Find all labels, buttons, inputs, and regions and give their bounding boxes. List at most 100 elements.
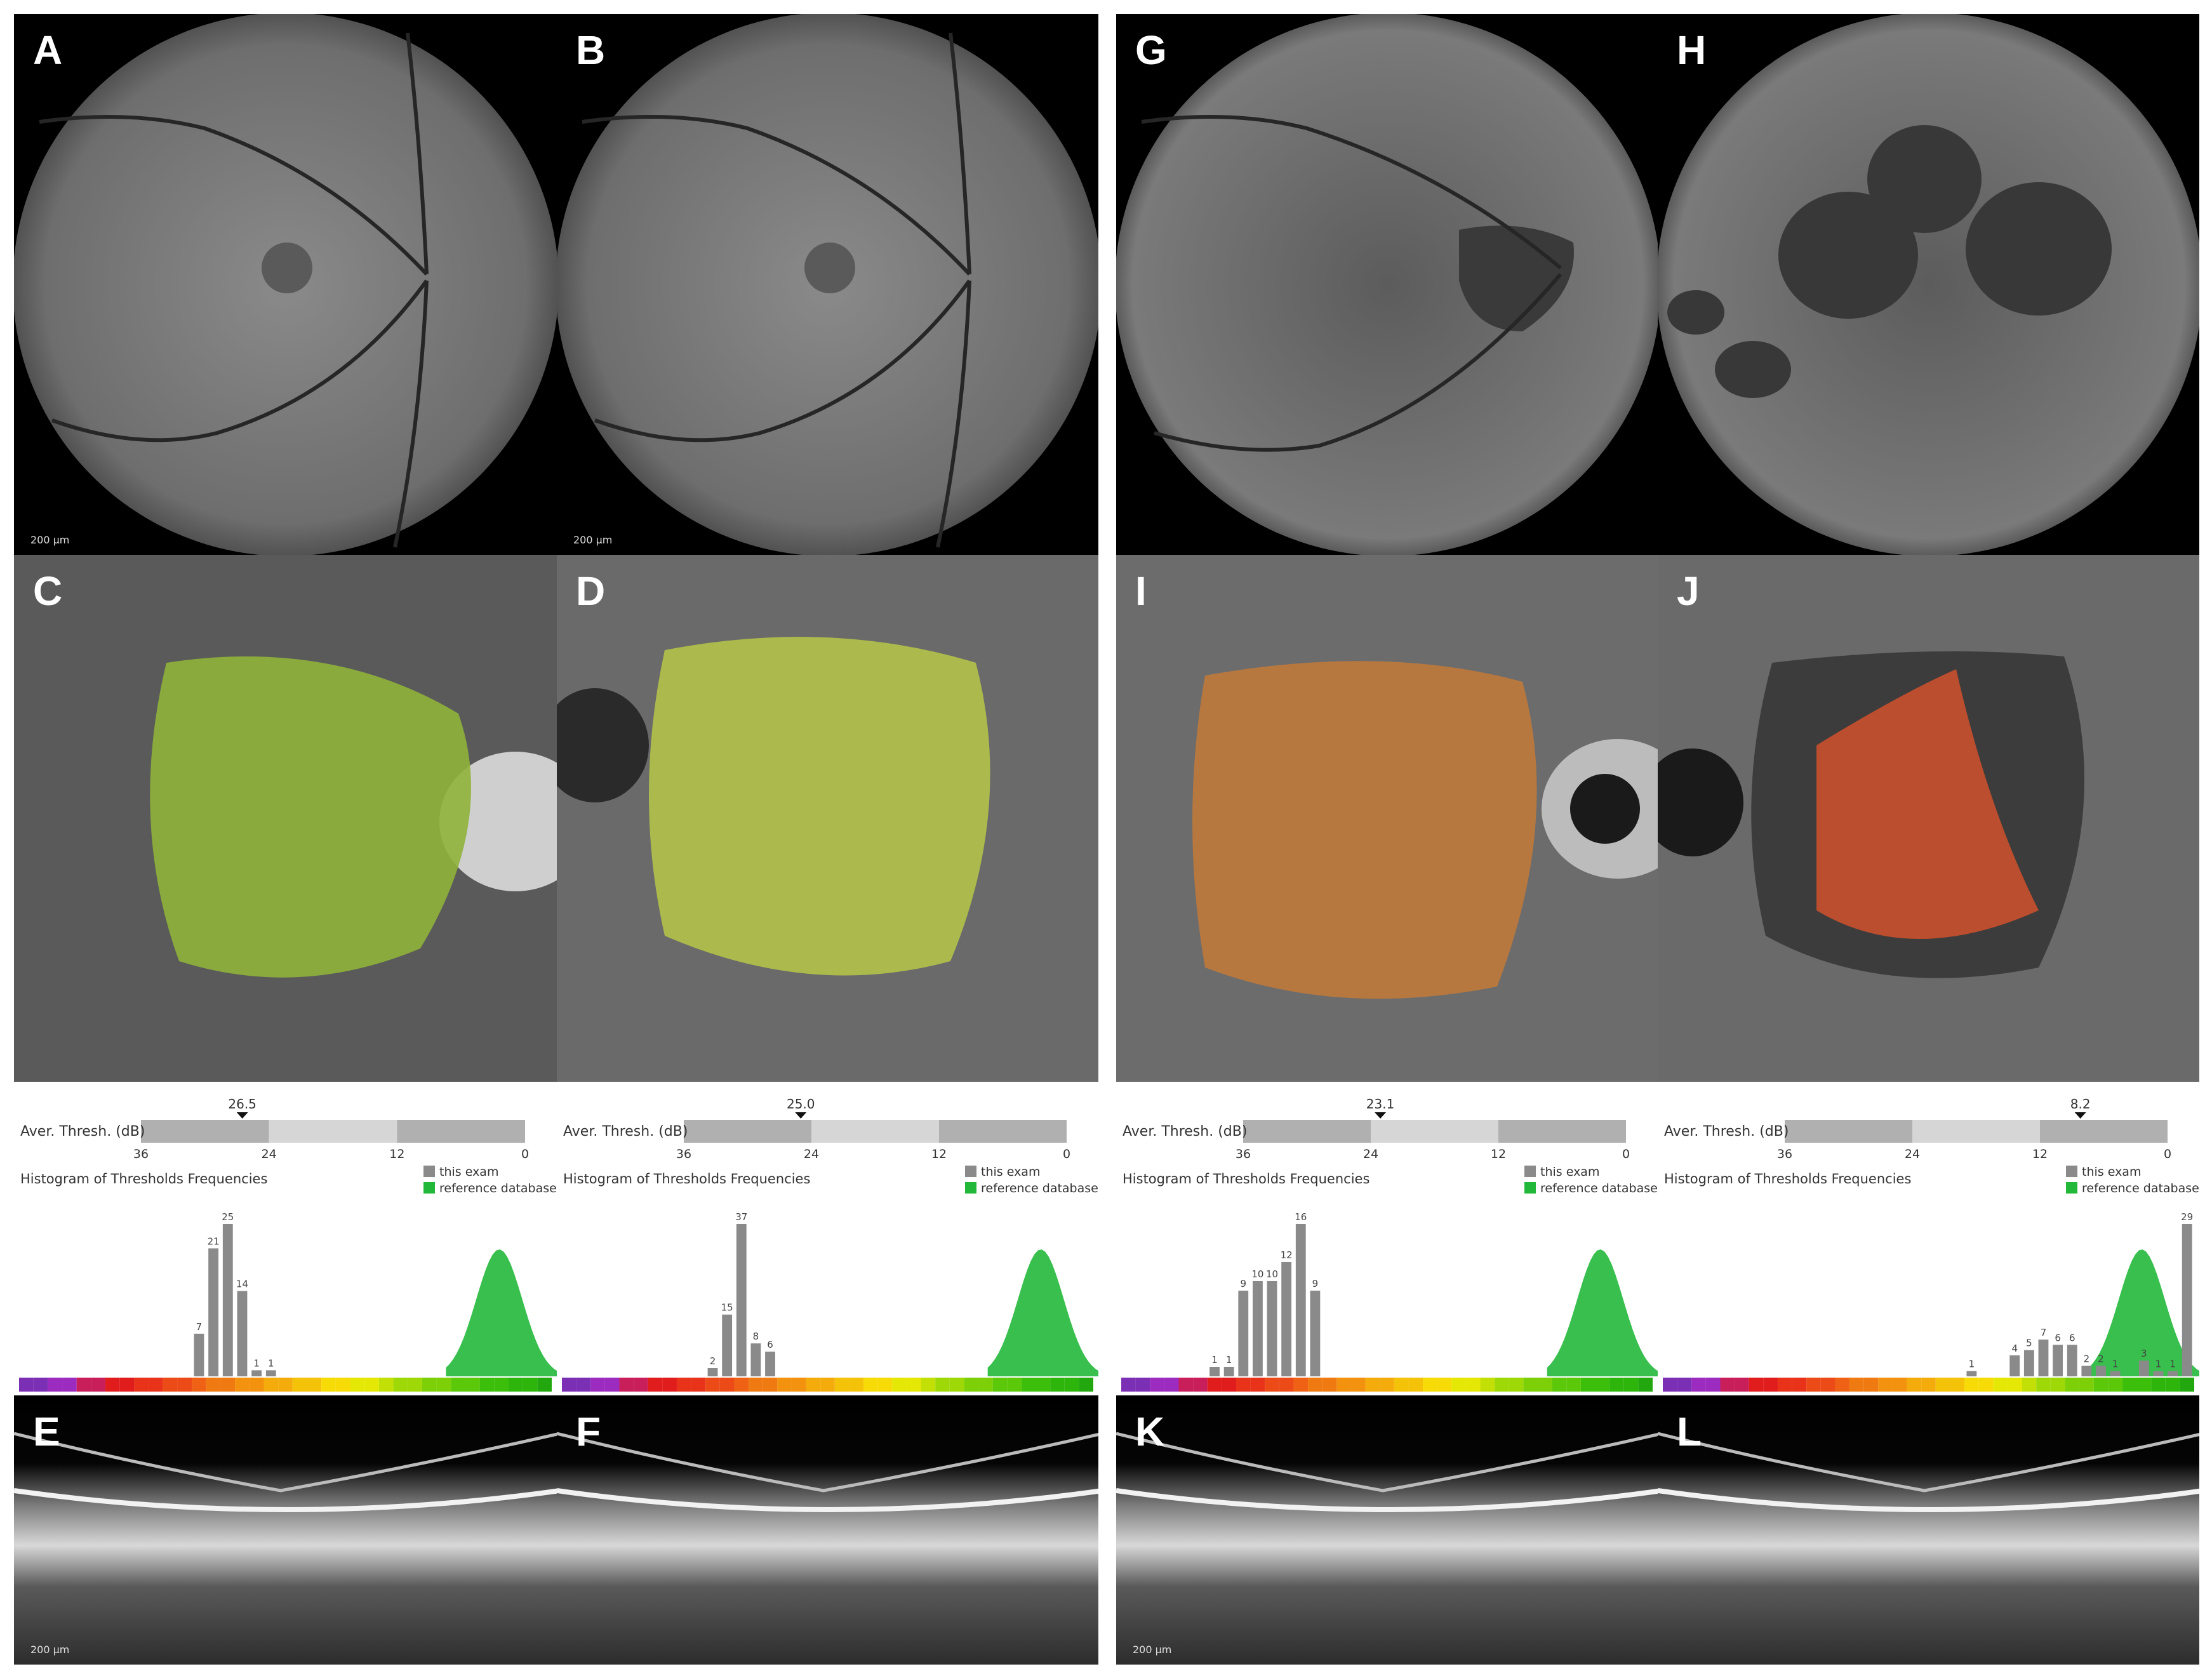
color-scale-cell	[921, 1378, 936, 1392]
color-scale-cell	[1437, 1378, 1452, 1392]
color-scale-cell	[119, 1378, 135, 1392]
microperimetry-J-image	[1658, 555, 2199, 1082]
scale-tick-label: 36	[1777, 1147, 1792, 1161]
color-scale-cell	[206, 1378, 221, 1392]
color-scale-cell	[2007, 1378, 2022, 1392]
color-scale-cell	[235, 1378, 250, 1392]
color-scale-cell	[949, 1378, 964, 1392]
bar-value-label: 6	[767, 1339, 773, 1350]
threshold-scale-segment	[684, 1120, 811, 1143]
oct-panel-E: E 200 µm	[14, 1395, 557, 1665]
color-scale-cell	[1792, 1378, 1807, 1392]
color-scale-cell	[33, 1378, 48, 1392]
color-scale-cell	[2136, 1378, 2152, 1392]
color-scale-cell	[1250, 1378, 1265, 1392]
histogram-chart-C: Aver. Thresh. (dB) 36 24 12 0 26.5 Histogram o…	[14, 1082, 557, 1395]
color-scale-cell	[1480, 1378, 1495, 1392]
color-scale-cell	[1950, 1378, 1965, 1392]
histogram-bar	[208, 1248, 219, 1376]
bar-value-label: 4	[2011, 1343, 2018, 1354]
fundus-panel-G: G	[1116, 14, 1658, 555]
color-scale-cell	[1394, 1378, 1409, 1392]
color-scale-cell	[1336, 1378, 1351, 1392]
histogram-bar	[2081, 1366, 2092, 1376]
color-scale-cell	[1849, 1378, 1864, 1392]
threshold-scale-segment	[1912, 1120, 2040, 1143]
scale-tick-label: 24	[262, 1147, 277, 1161]
color-scale-cell	[691, 1378, 706, 1392]
color-scale-cell	[350, 1378, 365, 1392]
color-scale-cell	[992, 1378, 1008, 1392]
bar-value-label: 2	[2084, 1353, 2090, 1364]
color-scale-cell	[1907, 1378, 1922, 1392]
color-scale-cell	[906, 1378, 921, 1392]
color-scale-cell	[76, 1378, 91, 1392]
bar-value-label: 6	[2069, 1332, 2075, 1343]
panel-letter: H	[1677, 27, 1707, 73]
color-scale-cell	[648, 1378, 663, 1392]
microperimetry-C-image	[14, 555, 557, 1082]
histogram-bar	[1310, 1291, 1321, 1376]
bar-value-label: 9	[1312, 1278, 1319, 1289]
average-value-label: 25.0	[787, 1096, 815, 1112]
color-scale-cell	[820, 1378, 835, 1392]
fundus-panel-A: A 200 µm	[14, 14, 557, 555]
color-scale-cell	[134, 1378, 149, 1392]
color-scale-cell	[849, 1378, 864, 1392]
histogram-svg: Aver. Thresh. (dB) 36 24 12 0 25.0 Histogram o…	[562, 1096, 1098, 1392]
microperimetry-I-image	[1116, 555, 1658, 1082]
color-scale-cell	[2108, 1378, 2122, 1392]
average-value-label: 8.2	[2070, 1096, 2091, 1112]
bar-value-label: 12	[1281, 1249, 1293, 1261]
histogram-bar	[2182, 1224, 2192, 1376]
color-scale-cell	[978, 1378, 993, 1392]
color-scale-cell	[1892, 1378, 1907, 1392]
microperimetry-panel-D: D	[557, 555, 1098, 1082]
color-scale-cell	[1964, 1378, 1979, 1392]
color-scale-cell	[705, 1378, 720, 1392]
color-scale-cell	[1423, 1378, 1437, 1392]
color-scale-cell	[436, 1378, 451, 1392]
color-scale-cell	[1566, 1378, 1581, 1392]
bar-value-label: 1	[253, 1357, 260, 1369]
color-scale-cell	[1121, 1378, 1136, 1392]
color-scale-cell	[2093, 1378, 2109, 1392]
color-scale-cell	[508, 1378, 523, 1392]
color-scale-cell	[1279, 1378, 1294, 1392]
bar-value-label: 10	[1266, 1268, 1278, 1280]
legend-swatch-this-exam	[965, 1166, 976, 1177]
oct-panel-K: K 200 µm	[1116, 1395, 1658, 1665]
color-scale-cell	[2022, 1378, 2037, 1392]
color-scale-cell	[62, 1378, 77, 1392]
histogram-bar	[194, 1333, 204, 1376]
histogram-bar	[251, 1370, 262, 1376]
color-scale-cell	[1720, 1378, 1735, 1392]
color-scale-cell	[1222, 1378, 1236, 1392]
color-scale-cell	[619, 1378, 634, 1392]
color-scale-cell	[307, 1378, 322, 1392]
color-scale-cell	[149, 1378, 163, 1392]
histogram-bar	[2053, 1345, 2063, 1376]
histogram-bar	[2110, 1371, 2121, 1376]
color-scale-cell	[1677, 1378, 1692, 1392]
color-scale-cell	[834, 1378, 849, 1392]
bar-value-label: 1	[2155, 1359, 2162, 1370]
color-scale-cell	[48, 1378, 63, 1392]
histogram-bar	[2023, 1350, 2034, 1376]
color-scale-cell	[1365, 1378, 1380, 1392]
scale-tick-label: 36	[1236, 1147, 1251, 1161]
color-scale-cell	[1308, 1378, 1323, 1392]
scale-tick-label: 24	[1363, 1147, 1378, 1161]
color-scale-cell	[806, 1378, 821, 1392]
color-scale-cell	[1705, 1378, 1721, 1392]
bar-value-label: 29	[2181, 1211, 2193, 1223]
reference-distribution	[446, 1249, 557, 1376]
bar-value-label: 1	[1226, 1354, 1232, 1366]
color-scale-cell	[1595, 1378, 1610, 1392]
bar-value-label: 3	[2141, 1348, 2147, 1359]
color-scale-cell	[1835, 1378, 1850, 1392]
scale-tick-label: 36	[676, 1147, 691, 1161]
color-scale-cell	[863, 1378, 878, 1392]
color-scale-cell	[249, 1378, 264, 1392]
color-scale-cell	[1064, 1378, 1079, 1392]
